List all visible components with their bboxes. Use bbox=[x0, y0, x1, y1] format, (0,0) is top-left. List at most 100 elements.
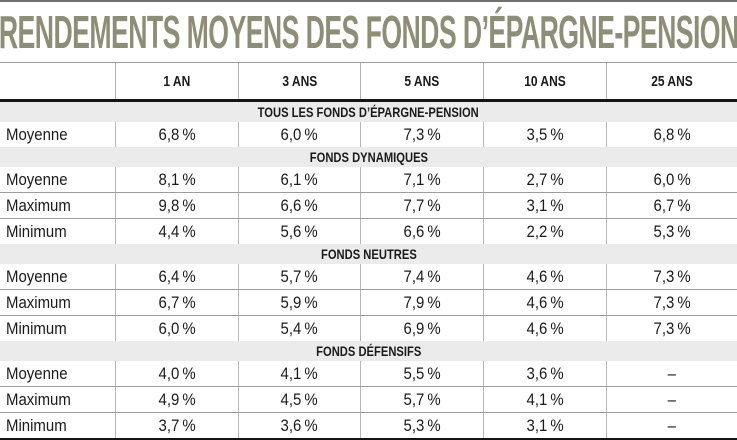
table-row: Moyenne 6,4 % 5,7 % 7,4 % 4,6 % 7,3 % bbox=[0, 264, 737, 289]
column-header-label: 3 ANS bbox=[282, 72, 317, 90]
value: 5,4 % bbox=[280, 318, 319, 338]
row-label-cell: Moyenne bbox=[0, 264, 115, 289]
table-row: Moyenne 4,0 % 4,1 % 5,5 % 3,6 % – bbox=[0, 361, 737, 386]
value: 2,7 % bbox=[526, 169, 564, 189]
value: 6,8 % bbox=[653, 124, 691, 144]
value-cell: 3,6 % bbox=[238, 413, 360, 438]
value-cell: 5,3 % bbox=[360, 413, 483, 438]
value-cell: 5,5 % bbox=[360, 361, 483, 386]
value: – bbox=[667, 389, 677, 409]
table-row: Minimum 6,0 % 5,4 % 6,9 % 4,6 % 7,3 % bbox=[0, 315, 737, 341]
value: 5,6 % bbox=[280, 221, 319, 241]
row-label-cell: Maximum bbox=[0, 193, 115, 218]
value: 3,7 % bbox=[158, 415, 196, 435]
value: 5,9 % bbox=[280, 292, 319, 312]
value: 6,7 % bbox=[653, 195, 691, 215]
value: 6,0 % bbox=[653, 169, 691, 189]
row-label: Minimum bbox=[6, 415, 67, 435]
value-cell: 4,1 % bbox=[238, 361, 360, 386]
value-cell: 4,6 % bbox=[483, 264, 606, 289]
title-band: RENDEMENTS MOYENS DES FONDS D’ÉPARGNE-PE… bbox=[0, 2, 737, 62]
value-cell: 4,6 % bbox=[483, 290, 606, 315]
value-cell: 5,6 % bbox=[238, 219, 360, 244]
value: 3,1 % bbox=[526, 415, 564, 435]
value-cell: 4,1 % bbox=[483, 387, 606, 412]
row-label: Moyenne bbox=[6, 363, 68, 383]
value: 3,6 % bbox=[280, 415, 319, 435]
value-cell: – bbox=[606, 387, 737, 412]
value-cell: 7,3 % bbox=[606, 264, 737, 289]
value: 4,6 % bbox=[526, 266, 564, 286]
value-cell: 9,8 % bbox=[115, 193, 238, 218]
value-cell: 7,3 % bbox=[360, 122, 483, 147]
section-header-defensifs: FONDS DÉFENSIFS bbox=[0, 341, 737, 361]
value-cell: 5,9 % bbox=[238, 290, 360, 315]
value-cell: 6,4 % bbox=[115, 264, 238, 289]
value: 7,3 % bbox=[653, 318, 691, 338]
value-cell: 7,9 % bbox=[360, 290, 483, 315]
row-label-cell: Moyenne bbox=[0, 167, 115, 192]
value-cell: 6,1 % bbox=[238, 167, 360, 192]
section-header-label: FONDS DYNAMIQUES bbox=[309, 149, 428, 165]
table-row: Minimum 4,4 % 5,6 % 6,6 % 2,2 % 5,3 % bbox=[0, 218, 737, 244]
value: 4,0 % bbox=[158, 363, 196, 383]
value: 8,1 % bbox=[158, 169, 196, 189]
value-cell: 6,9 % bbox=[360, 316, 483, 341]
value: 7,1 % bbox=[403, 169, 441, 189]
section-header-dynamiques: FONDS DYNAMIQUES bbox=[0, 147, 737, 167]
value: 6,6 % bbox=[280, 195, 319, 215]
column-header-label: 1 AN bbox=[163, 72, 191, 90]
value-cell: 6,7 % bbox=[606, 193, 737, 218]
section-header-neutres: FONDS NEUTRES bbox=[0, 244, 737, 264]
value: 4,6 % bbox=[526, 318, 564, 338]
value-cell: 3,6 % bbox=[483, 361, 606, 386]
table-row: Maximum 6,7 % 5,9 % 7,9 % 4,6 % 7,3 % bbox=[0, 289, 737, 315]
value: 3,6 % bbox=[526, 363, 564, 383]
value-cell: 3,7 % bbox=[115, 413, 238, 438]
value: 7,3 % bbox=[403, 124, 441, 144]
table-row: Moyenne 6,8 % 6,0 % 7,3 % 3,5 % 6,8 % bbox=[0, 122, 737, 147]
column-header-1an: 1 AN bbox=[115, 63, 238, 99]
value: 3,1 % bbox=[526, 195, 564, 215]
value: – bbox=[667, 363, 677, 383]
section-header-label: FONDS DÉFENSIFS bbox=[315, 343, 422, 359]
corner-cell bbox=[0, 63, 115, 99]
column-header-label: 5 ANS bbox=[404, 72, 440, 90]
row-label-cell: Minimum bbox=[0, 316, 115, 341]
column-header-3ans: 3 ANS bbox=[238, 63, 360, 99]
value-cell: 6,7 % bbox=[115, 290, 238, 315]
column-header-10ans: 10 ANS bbox=[483, 63, 606, 99]
value-cell: 6,0 % bbox=[238, 122, 360, 147]
value: 4,6 % bbox=[526, 292, 564, 312]
page-title: RENDEMENTS MOYENS DES FONDS D’ÉPARGNE-PE… bbox=[0, 6, 737, 58]
value: 5,5 % bbox=[403, 363, 441, 383]
value-cell: 5,3 % bbox=[606, 219, 737, 244]
column-header-25ans: 25 ANS bbox=[606, 63, 737, 99]
value-cell: 6,8 % bbox=[606, 122, 737, 147]
value-cell: 3,5 % bbox=[483, 122, 606, 147]
value: 6,6 % bbox=[403, 221, 441, 241]
table-row: Minimum 3,7 % 3,6 % 5,3 % 3,1 % – bbox=[0, 412, 737, 438]
value-cell: 7,7 % bbox=[360, 193, 483, 218]
value-cell: 4,0 % bbox=[115, 361, 238, 386]
value-cell: 2,7 % bbox=[483, 167, 606, 192]
value: 4,1 % bbox=[280, 363, 319, 383]
value-cell: 5,7 % bbox=[238, 264, 360, 289]
value: 7,4 % bbox=[403, 266, 441, 286]
value: 2,2 % bbox=[526, 221, 564, 241]
value: 4,1 % bbox=[526, 389, 564, 409]
value-cell: 7,4 % bbox=[360, 264, 483, 289]
value-cell: 2,2 % bbox=[483, 219, 606, 244]
column-header-row: 1 AN 3 ANS 5 ANS 10 ANS 25 ANS bbox=[0, 62, 737, 99]
row-label-cell: Maximum bbox=[0, 387, 115, 412]
value-cell: 5,4 % bbox=[238, 316, 360, 341]
row-label-cell: Maximum bbox=[0, 290, 115, 315]
value-cell: 6,0 % bbox=[606, 167, 737, 192]
value: 5,3 % bbox=[403, 415, 441, 435]
row-label: Moyenne bbox=[6, 266, 68, 286]
top-divider bbox=[0, 0, 737, 2]
value-cell: 8,1 % bbox=[115, 167, 238, 192]
value-cell: 4,5 % bbox=[238, 387, 360, 412]
value-cell: 4,9 % bbox=[115, 387, 238, 412]
value: 5,7 % bbox=[280, 266, 319, 286]
